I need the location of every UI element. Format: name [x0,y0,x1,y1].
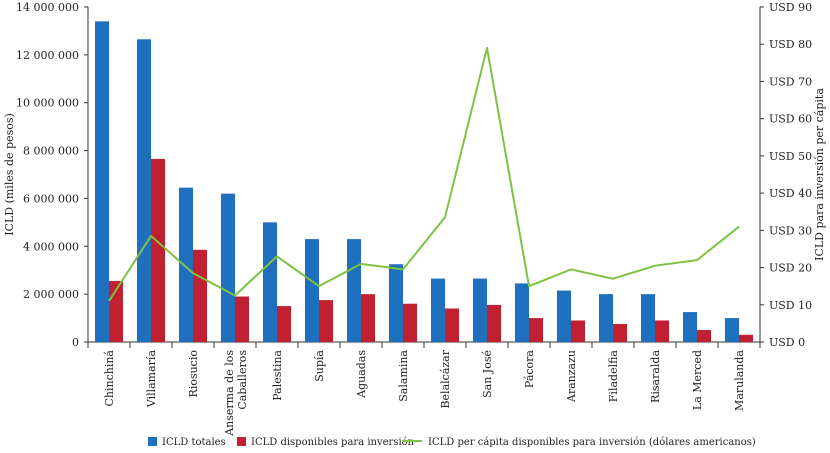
bar-icld-totales [263,222,277,342]
left-tick-label: 0 [72,336,79,349]
bar-icld-totales [95,21,109,342]
bar-icld-totales [431,278,445,342]
bar-icld-totales [389,264,403,342]
category-label: Salamina [397,350,410,402]
right-tick-label: USD 80 [769,38,812,51]
bar-icld-totales [557,290,571,342]
bar-icld-totales [305,239,319,342]
line-series [108,46,740,302]
bar-icld-disponibles [655,320,669,342]
left-tick-label: 14 000 000 [16,1,79,14]
category-label: Aranzazu [565,350,578,403]
right-axis-title: ICLD para inversión per cápita [813,88,826,261]
bar-icld-totales [137,39,151,343]
legend-label-disponibles: ICLD disponibles para inversión [251,437,415,448]
bar-icld-totales [221,193,235,342]
category-label: La Merced [691,350,704,410]
legend-swatch-disponibles [237,437,246,446]
bar-icld-totales [599,294,613,342]
bar-icld-disponibles [403,303,417,342]
right-tick-label: USD 20 [769,262,812,275]
bar-icld-disponibles [193,249,207,342]
bar-icld-disponibles [235,296,249,342]
bar-icld-disponibles [529,318,543,342]
bar-icld-disponibles [319,300,333,342]
category-label-line: Caballeros [236,350,249,410]
category-label: Pácora [523,350,536,389]
right-tick-label: USD 10 [769,299,812,312]
bar-icld-totales [641,294,655,342]
left-axis-title: ICLD (miles de pesos) [3,113,16,236]
category-label: Belalcázar [439,349,452,408]
bar-icld-disponibles [151,158,165,342]
legend: ICLD totales ICLD disponibles para invers… [148,437,756,448]
bar-icld-disponibles [277,306,291,342]
bar-icld-totales [347,239,361,342]
left-tick-label: 10 000 000 [16,97,79,110]
left-tick-label: 6 000 000 [23,192,79,205]
category-label: Risaralda [649,350,662,403]
right-tick-label: USD 30 [769,224,812,237]
category-label: Anserma de losCaballeros [223,350,249,437]
bar-icld-disponibles [697,330,711,342]
left-tick-label: 4 000 000 [23,240,79,253]
bar-icld-disponibles [571,320,585,342]
category-label: Palestina [271,350,284,401]
right-tick-label: USD 60 [769,113,812,126]
right-tick-label: USD 40 [769,187,812,200]
category-label: Villamaría [145,350,158,409]
right-tick-label: USD 90 [769,1,812,14]
bar-icld-disponibles [361,294,375,342]
right-tick-label: USD 0 [769,336,805,349]
category-label: Aguadas [355,350,368,399]
bar-icld-totales [683,312,697,342]
labels: Chinchiná Villamaría Riosucio Anserma de lo… [103,349,746,436]
bar-icld-disponibles [445,308,459,342]
category-label: Marulanda [733,350,746,411]
line-icld-per-capita [108,46,740,302]
category-label: Riosucio [187,350,200,398]
category-label: Filadelfia [607,350,620,403]
category-label-line: Anserma de los [223,350,236,437]
bar-icld-totales [725,318,739,342]
category-label: Chinchiná [103,350,116,407]
category-label: San José [481,350,494,398]
right-tick-label: USD 50 [769,150,812,163]
right-tick-label: USD 70 [769,75,812,88]
left-tick-label: 8 000 000 [23,145,79,158]
axes: 0 2 000 000 4 000 000 6 000 000 8 000 000 10 … [3,1,826,349]
legend-swatch-totales [148,437,157,446]
bar-icld-disponibles [613,324,627,342]
category-label: Supía [313,350,326,382]
bars [95,21,753,343]
bar-icld-totales [179,187,193,342]
bar-icld-totales [473,278,487,342]
bar-icld-totales [515,283,529,342]
bar-icld-disponibles [739,334,753,342]
bar-icld-disponibles [487,304,501,342]
left-tick-label: 2 000 000 [23,288,79,301]
legend-label-per-capita: ICLD per cápita disponibles para inversi… [428,437,756,448]
legend-label-totales: ICLD totales [162,437,226,448]
left-tick-label: 12 000 000 [16,49,79,62]
